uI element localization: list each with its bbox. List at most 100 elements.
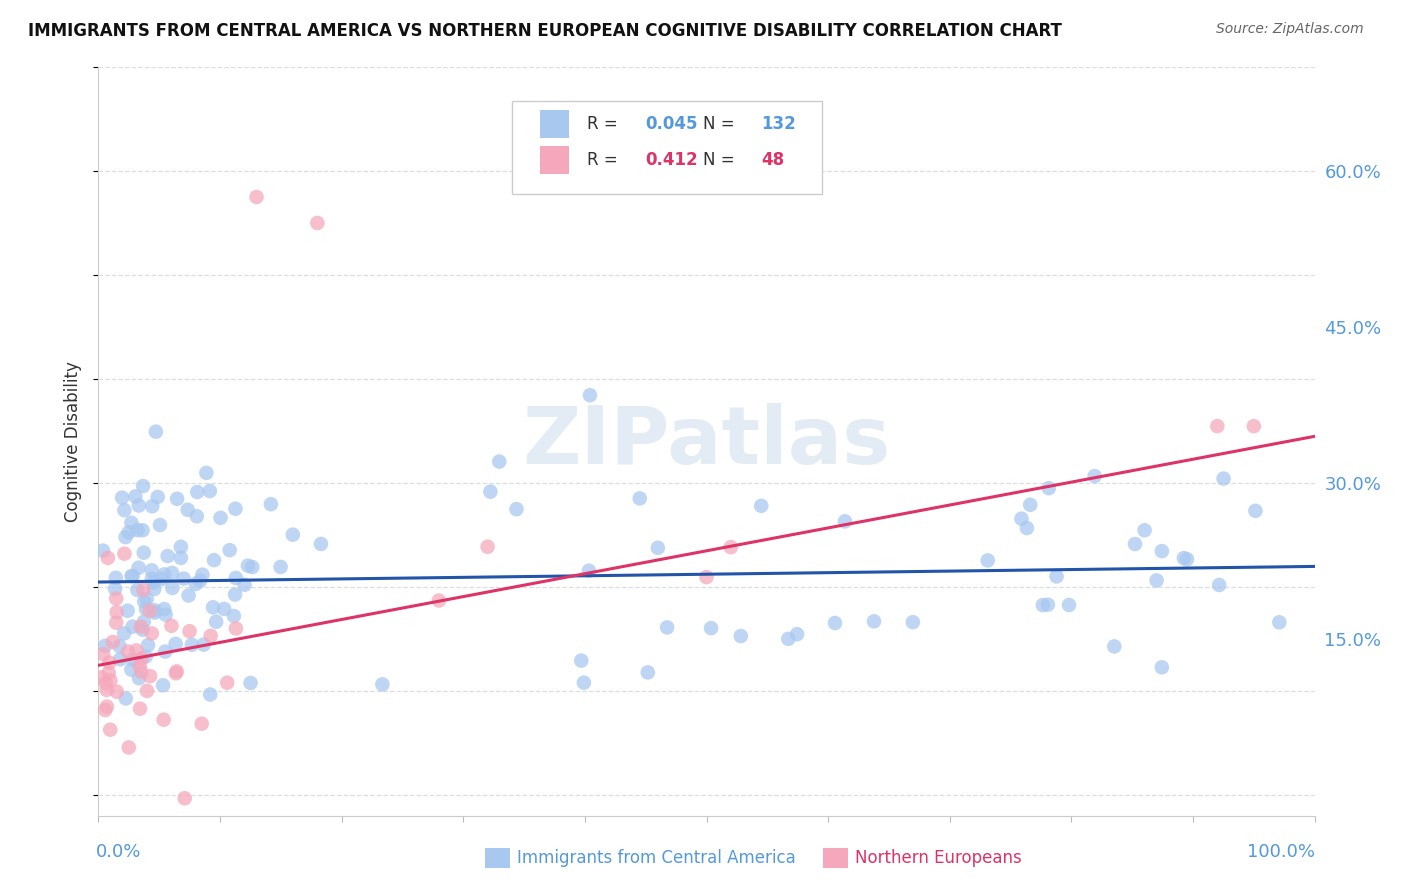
Point xyxy=(1146,574,1168,588)
Point xyxy=(129,620,152,634)
Point xyxy=(132,546,155,560)
Point xyxy=(132,615,155,629)
Point xyxy=(135,649,157,664)
Point xyxy=(730,629,752,643)
Point xyxy=(1212,472,1234,486)
Point xyxy=(128,671,150,685)
Point xyxy=(125,643,148,657)
Text: ZIPatlas: ZIPatlas xyxy=(523,402,890,481)
Point xyxy=(173,572,195,586)
Point xyxy=(160,619,183,633)
Point xyxy=(479,484,502,499)
Point xyxy=(131,665,153,679)
Point xyxy=(108,639,131,653)
Point xyxy=(90,670,112,684)
Point xyxy=(120,569,142,583)
Point xyxy=(132,479,155,493)
Point xyxy=(170,540,193,554)
Point xyxy=(124,490,146,504)
Point xyxy=(579,388,602,402)
Point xyxy=(112,503,135,517)
Point xyxy=(1150,660,1173,674)
Point xyxy=(91,543,114,558)
Point xyxy=(1173,551,1195,566)
Point xyxy=(141,563,163,577)
Text: R =: R = xyxy=(588,151,619,169)
Point xyxy=(112,547,135,561)
Point xyxy=(427,593,450,607)
Text: 0.412: 0.412 xyxy=(645,151,699,169)
Point xyxy=(239,676,262,690)
Point xyxy=(100,673,122,688)
Point xyxy=(166,665,188,679)
Point xyxy=(97,665,120,680)
Point xyxy=(477,540,499,554)
Point xyxy=(488,454,510,468)
Point xyxy=(180,638,202,652)
Text: 0.0%: 0.0% xyxy=(96,843,141,861)
Text: 132: 132 xyxy=(761,115,796,133)
Point xyxy=(131,623,153,637)
Point xyxy=(212,602,235,616)
Point xyxy=(108,652,131,666)
Point xyxy=(209,510,232,524)
Text: 100.0%: 100.0% xyxy=(1247,843,1315,861)
Point xyxy=(128,499,150,513)
Point xyxy=(118,740,141,755)
Point xyxy=(166,491,188,506)
Point xyxy=(153,644,176,658)
Point xyxy=(281,527,304,541)
Text: 48: 48 xyxy=(761,151,785,169)
Point xyxy=(96,699,118,714)
Point xyxy=(1038,481,1060,495)
Text: Source: ZipAtlas.com: Source: ZipAtlas.com xyxy=(1216,22,1364,37)
Point xyxy=(224,501,246,516)
Point xyxy=(143,582,166,596)
Point xyxy=(309,537,332,551)
Point xyxy=(205,615,228,629)
Point xyxy=(202,600,225,615)
Point xyxy=(138,604,160,618)
Point xyxy=(976,553,998,567)
Point xyxy=(94,703,117,717)
Point xyxy=(118,525,141,540)
Text: Northern Europeans: Northern Europeans xyxy=(855,849,1022,867)
Point xyxy=(121,620,143,634)
Point xyxy=(696,570,718,584)
Point xyxy=(1268,615,1291,630)
Point xyxy=(1057,598,1080,612)
Point xyxy=(143,603,166,617)
Point xyxy=(152,678,174,692)
Point xyxy=(786,627,808,641)
Point xyxy=(1084,469,1107,483)
Point xyxy=(1243,419,1265,434)
Text: 0.045: 0.045 xyxy=(645,115,699,133)
Point xyxy=(200,688,222,702)
Point xyxy=(98,723,121,737)
Point xyxy=(186,509,208,524)
Point xyxy=(179,624,201,639)
Point xyxy=(153,567,176,582)
Point xyxy=(155,607,177,622)
Point xyxy=(145,425,167,439)
Point xyxy=(160,566,183,580)
Point xyxy=(578,564,600,578)
Point xyxy=(135,591,157,606)
Point xyxy=(114,530,136,544)
Point xyxy=(127,523,149,537)
Point xyxy=(120,663,142,677)
Point xyxy=(149,518,172,533)
Point xyxy=(132,582,155,597)
Point xyxy=(198,483,221,498)
Point xyxy=(146,490,169,504)
Y-axis label: Cognitive Disability: Cognitive Disability xyxy=(65,361,83,522)
Point xyxy=(105,615,128,630)
Point xyxy=(173,791,195,805)
Point xyxy=(186,485,208,500)
Point xyxy=(260,497,283,511)
Point xyxy=(128,560,150,574)
Point xyxy=(700,621,723,635)
Point xyxy=(120,516,142,530)
Point xyxy=(136,638,159,652)
Point xyxy=(1208,578,1230,592)
